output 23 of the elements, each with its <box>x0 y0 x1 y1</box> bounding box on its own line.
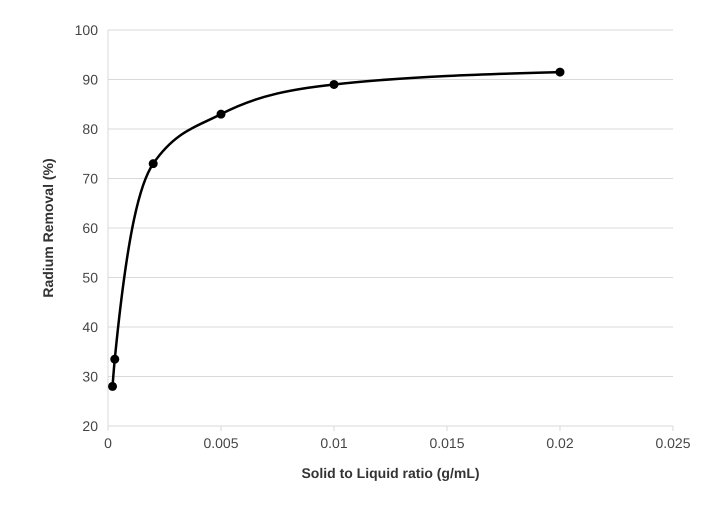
x-axis-title: Solid to Liquid ratio (g/mL) <box>301 465 480 481</box>
y-tick-label: 20 <box>82 418 98 434</box>
y-tick-label: 30 <box>82 368 98 384</box>
point <box>556 68 564 77</box>
x-tick-label: 0.015 <box>429 435 465 451</box>
y-tick-label: 60 <box>82 220 98 236</box>
y-tick-label: 40 <box>82 319 98 335</box>
x-tick-label: 0.02 <box>546 435 574 451</box>
x-tick-label: 0 <box>104 435 112 451</box>
y-axis-title: Radium Removal (%) <box>40 158 56 298</box>
point <box>216 110 226 119</box>
point <box>110 354 120 364</box>
x-tick-label: 0.005 <box>203 435 239 451</box>
point <box>330 80 338 89</box>
y-tick-label: 90 <box>82 72 98 88</box>
x-tick-label: 0.01 <box>320 435 348 451</box>
point <box>148 159 158 168</box>
point <box>108 382 118 391</box>
y-tick-label: 100 <box>74 22 98 38</box>
x-tick-label: 0.025 <box>655 435 691 451</box>
y-tick-label: 80 <box>82 121 98 137</box>
y-tick-label: 70 <box>82 170 98 186</box>
y-tick-label: 50 <box>82 270 98 286</box>
